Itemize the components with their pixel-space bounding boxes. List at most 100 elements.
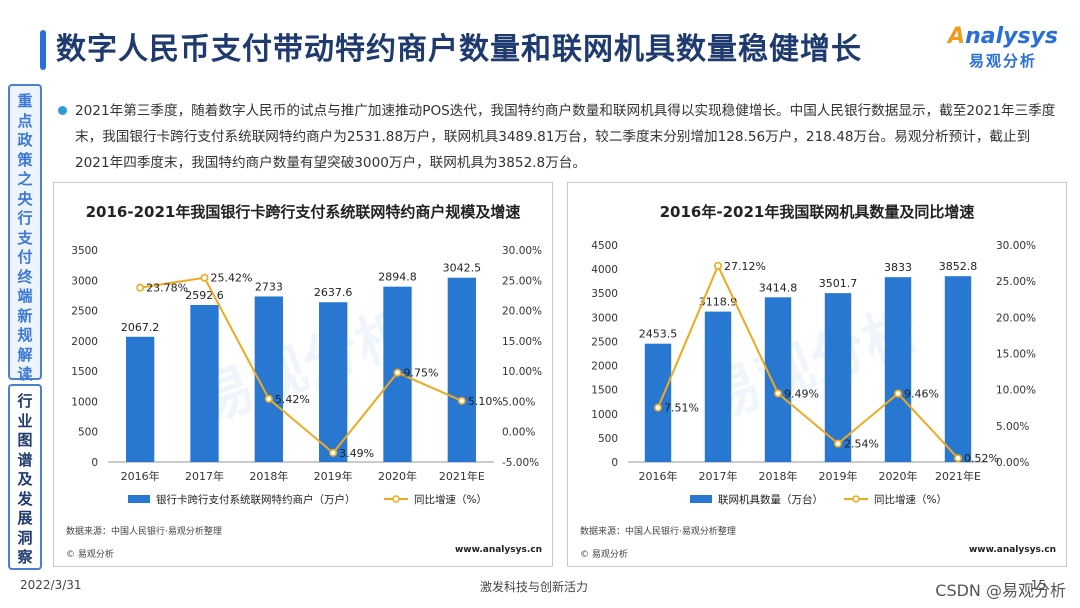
y-left-tick: 3000 — [591, 312, 618, 324]
growth-point — [893, 389, 902, 398]
growth-value-label: 9.49% — [784, 387, 819, 400]
y-left-tick: 0 — [91, 457, 98, 469]
terminal-chart-panel: 2016年-2021年我国联网机具数量及同比增速 易观分析 0 500 1000 150… — [567, 182, 1067, 567]
y-left-tick: 3500 — [71, 245, 98, 257]
y-right-tick: 20.00% — [502, 306, 542, 318]
sidebar-char: 读 — [17, 365, 33, 383]
y-right-tick: 10.00% — [996, 385, 1036, 397]
bar-value-label: 2637.6 — [314, 286, 353, 299]
bar-value-label: 3833 — [884, 261, 912, 274]
y-left-tick: 2500 — [71, 306, 98, 318]
y-left-tick: 3000 — [71, 275, 98, 287]
x-category-label: 2021年E — [935, 469, 981, 483]
growth-value-label: 2.54% — [844, 438, 879, 451]
y-left-tick: 3500 — [591, 288, 618, 300]
chart-title: 2016-2021年我国银行卡跨行支付系统联网特约商户规模及增速 — [85, 203, 521, 221]
sidebar-section-policy[interactable]: 重点政策之央行支付终端新规解读 — [8, 84, 42, 383]
y-right-tick: 25.00% — [996, 276, 1036, 288]
sidebar-char: 新 — [17, 306, 33, 325]
logo-wordmark: Analysys — [948, 24, 1058, 49]
growth-point — [136, 283, 145, 292]
sidebar-char: 谱 — [17, 450, 33, 469]
y-right-tick: 10.00% — [502, 366, 542, 378]
growth-point — [833, 439, 842, 448]
x-category-label: 2020年 — [378, 469, 417, 483]
sidebar-char: 端 — [17, 287, 33, 305]
sidebar-char: 点 — [17, 111, 33, 130]
y-right-tick: 0.00% — [996, 457, 1029, 469]
x-category-label: 2019年 — [314, 469, 353, 483]
growth-value-label: 3.49% — [339, 447, 374, 460]
page-title: 数字人民币支付带动特约商户数量和联网机具数量稳健增长 — [56, 32, 862, 67]
sidebar-char: 及 — [17, 470, 33, 488]
chart-site: www.analysys.cn — [968, 545, 1056, 555]
footer-slogan: 激发科技与创新活力 — [480, 580, 589, 594]
growth-value-label: 0.52% — [964, 452, 999, 465]
growth-point — [393, 368, 402, 377]
chart-copyright: © 易观分析 — [66, 550, 114, 560]
bar — [704, 311, 732, 462]
sidebar-char: 央 — [17, 189, 33, 208]
y-left-tick: 500 — [78, 427, 98, 439]
bar — [644, 343, 672, 462]
legend-line-marker — [392, 495, 400, 503]
x-category-label: 2020年 — [879, 469, 918, 483]
growth-line — [657, 263, 959, 459]
x-category-label: 2016年 — [639, 469, 678, 483]
y-left-tick: 0 — [611, 457, 618, 469]
y-right-tick: 0.00% — [502, 427, 535, 439]
y-right-tick: 5.00% — [502, 396, 535, 408]
terminal-chart: 易观分析050010001500200025003000350040004500… — [591, 240, 1036, 506]
sidebar-char: 发 — [17, 489, 33, 508]
growth-value-label: 9.75% — [404, 367, 439, 380]
bar-value-label: 3118.9 — [699, 296, 738, 309]
sidebar-char: 重 — [17, 92, 33, 110]
intro-paragraph: 2021年第三季度，随着数字人民币的试点与推广加速推动POS迭代，我国特约商户数… — [58, 98, 1058, 176]
bar-value-label: 2733 — [255, 280, 283, 293]
logo-cn: 易观分析 — [969, 52, 1038, 70]
bullet-dot — [58, 106, 67, 115]
x-category-label: 2017年 — [699, 469, 738, 483]
bar-value-label: 2453.5 — [639, 328, 678, 341]
chart-source: 数据来源：中国人民银行·易观分析整理 — [66, 527, 222, 537]
growth-point — [457, 396, 466, 405]
growth-value-label: 7.51% — [664, 402, 699, 415]
chart-site: www.analysys.cn — [454, 545, 542, 555]
growth-point — [714, 261, 723, 270]
bar — [944, 276, 972, 462]
y-left-tick: 1000 — [71, 396, 98, 408]
title-accent-bar — [40, 30, 46, 70]
y-right-tick: 30.00% — [502, 245, 542, 257]
y-left-tick: 2000 — [591, 361, 618, 373]
x-category-label: 2017年 — [185, 469, 224, 483]
sidebar-char: 解 — [17, 345, 33, 364]
growth-point — [774, 389, 783, 398]
growth-point — [264, 394, 273, 403]
sidebar-char: 付 — [17, 248, 33, 266]
legend-line-label: 同比增速（%） — [874, 493, 947, 506]
bar-value-label: 2894.8 — [378, 271, 417, 284]
y-left-tick: 4500 — [591, 240, 618, 252]
sidebar-section-industry[interactable]: 行业图谱及发展洞察 — [8, 384, 42, 570]
merchant-chart: 易观分析0500100015002000250030003500-5.00%0.… — [71, 245, 542, 506]
sidebar-char: 行 — [17, 392, 33, 410]
y-right-tick: 15.00% — [996, 349, 1036, 361]
y-right-tick: 20.00% — [996, 312, 1036, 324]
y-right-tick: 25.00% — [502, 275, 542, 287]
bar-value-label: 3042.5 — [443, 262, 482, 275]
sidebar-char: 图 — [17, 431, 33, 449]
growth-value-label: 27.12% — [724, 260, 766, 273]
legend-bar-swatch — [690, 495, 712, 503]
bar-value-label: 3852.8 — [939, 260, 978, 273]
intro-text: 2021年第三季度，随着数字人民币的试点与推广加速推动POS迭代，我国特约商户数… — [75, 103, 1056, 171]
bar — [884, 277, 912, 462]
legend-line-marker — [852, 495, 860, 503]
analysys-logo: Analysys 易观分析 — [948, 24, 1058, 71]
page-number: 15 — [1030, 578, 1046, 592]
y-right-tick: 15.00% — [502, 336, 542, 348]
y-left-tick: 500 — [598, 433, 618, 445]
bar-value-label: 3501.7 — [819, 277, 858, 290]
x-category-label: 2018年 — [249, 469, 288, 483]
sidebar-char: 行 — [17, 209, 33, 227]
y-left-tick: 1500 — [71, 366, 98, 378]
